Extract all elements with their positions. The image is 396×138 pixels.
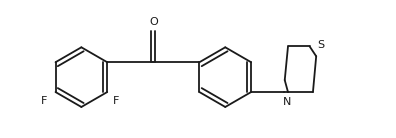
Text: N: N	[283, 97, 291, 107]
Text: F: F	[40, 96, 47, 106]
Text: F: F	[113, 96, 119, 106]
Text: O: O	[149, 17, 158, 26]
Text: S: S	[317, 40, 324, 50]
